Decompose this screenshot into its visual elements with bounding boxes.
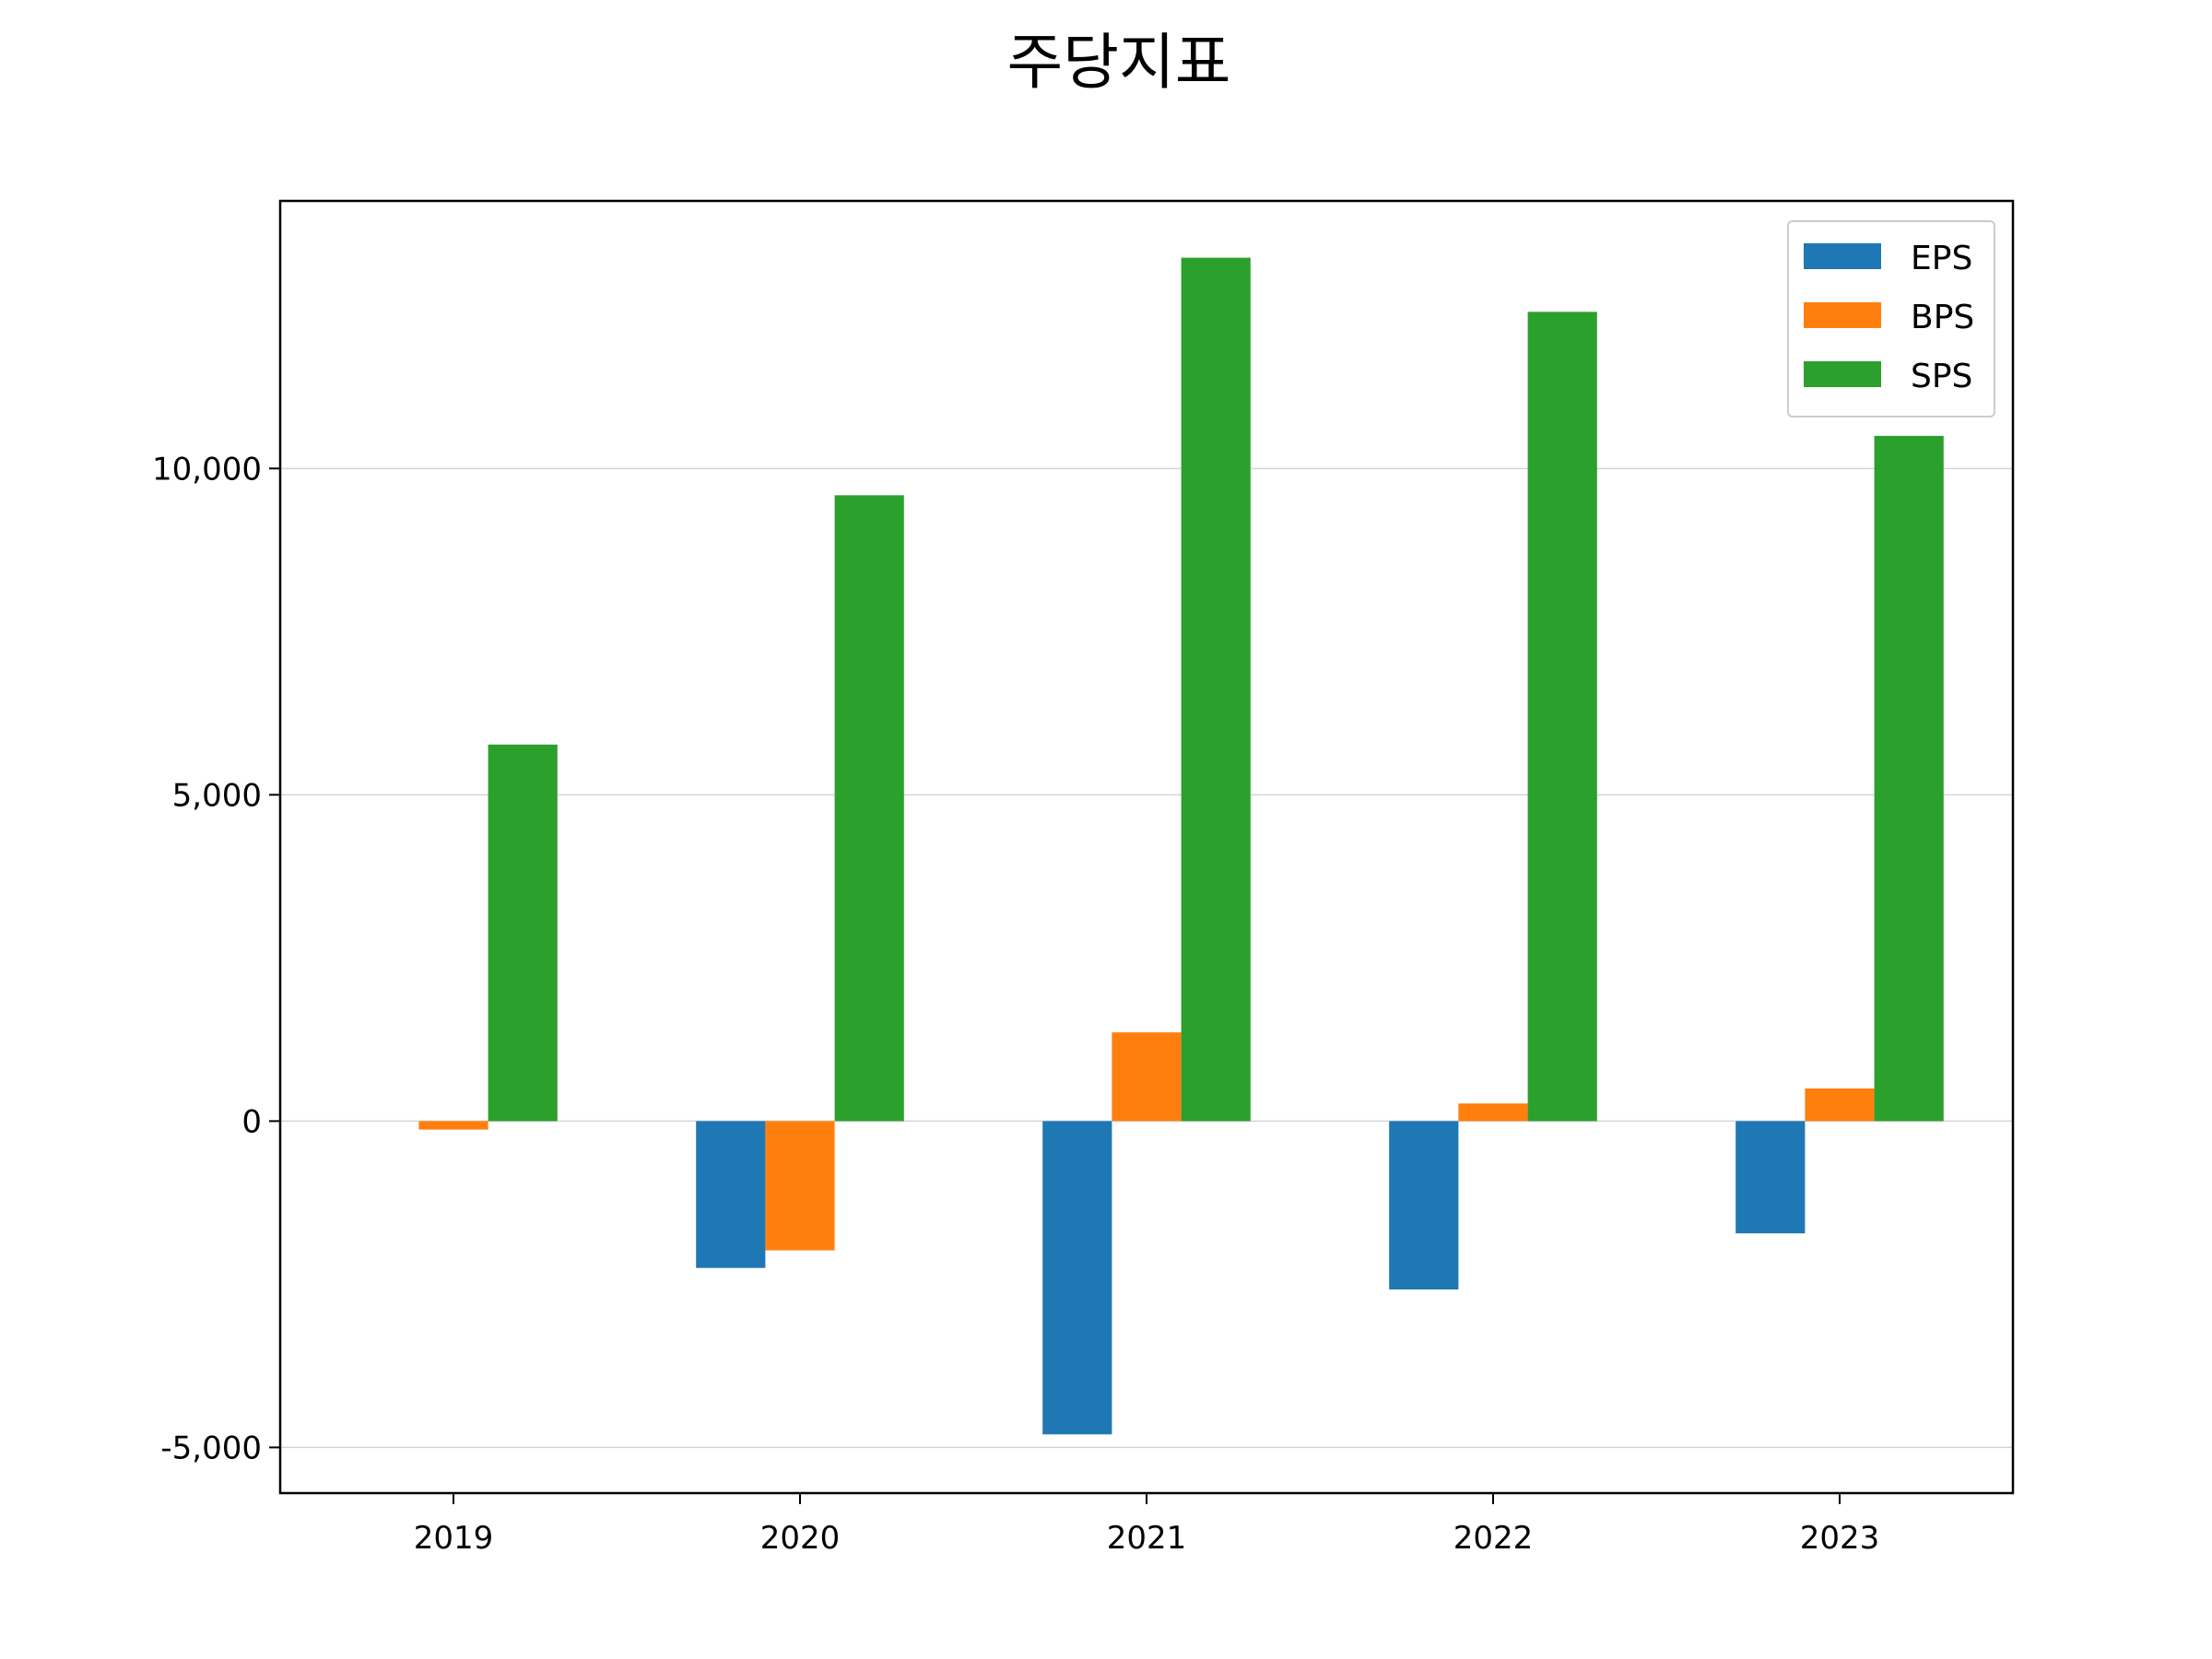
bar-sps-2023 (1874, 435, 1944, 1122)
gridlines (280, 467, 2013, 1449)
chart-title: 주당지표 (1007, 27, 1231, 98)
bar-sps-2021 (1181, 257, 1251, 1122)
y-tick-label: 0 (241, 1103, 262, 1140)
bar-eps-2020 (696, 1121, 766, 1268)
bar-eps-2022 (1389, 1121, 1459, 1290)
bar-eps-2023 (1735, 1121, 1806, 1234)
x-tick-label: 2019 (414, 1520, 494, 1557)
x-tick-label: 2021 (1107, 1520, 1187, 1557)
bars (418, 257, 1944, 1435)
legend-swatch-sps (1804, 361, 1881, 387)
x-tick-label: 2022 (1453, 1520, 1534, 1557)
legend-label-bps: BPS (1911, 299, 1974, 336)
y-tick-label: 10,000 (152, 451, 262, 488)
legend-swatch-eps (1804, 243, 1881, 269)
bar-bps-2021 (1112, 1032, 1182, 1122)
x-tick-label: 2023 (1800, 1520, 1880, 1557)
y-tick-label: -5,000 (160, 1430, 262, 1466)
legend-swatch-bps (1804, 302, 1881, 328)
bar-bps-2023 (1805, 1088, 1875, 1122)
bar-sps-2019 (488, 744, 558, 1122)
bar-sps-2022 (1527, 312, 1597, 1122)
legend-label-sps: SPS (1911, 358, 1972, 395)
x-tick-label: 2020 (760, 1520, 841, 1557)
bar-bps-2022 (1458, 1103, 1528, 1122)
legend-label-eps: EPS (1911, 240, 1972, 277)
legend: EPS BPS SPS (1787, 220, 1995, 418)
bar-bps-2019 (418, 1121, 488, 1130)
y-tick-label: 5,000 (172, 777, 262, 814)
x-axis: 2019 2020 2021 2022 2023 (414, 1493, 1880, 1557)
bar-bps-2020 (765, 1121, 835, 1251)
bar-sps-2020 (834, 495, 904, 1122)
y-axis: -5,000 0 5,000 10,000 (152, 451, 280, 1466)
bar-eps-2021 (1042, 1121, 1112, 1435)
